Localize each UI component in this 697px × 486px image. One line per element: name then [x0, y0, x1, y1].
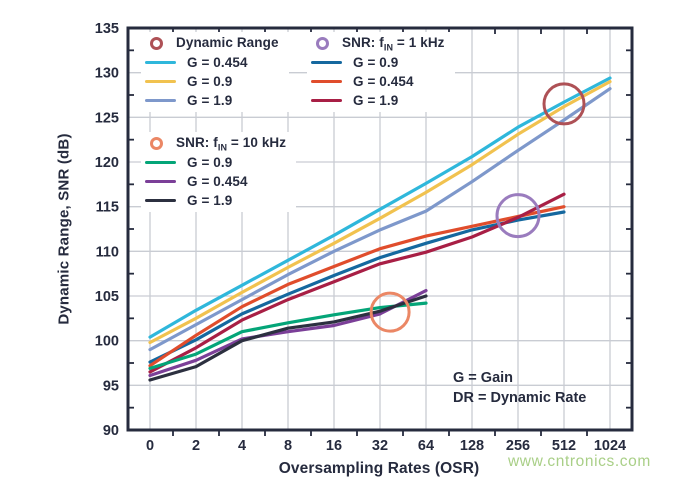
legend-item: G = 0.454 [145, 53, 279, 72]
legend-group-snr-1khz: SNR: fIN = 1 kHz G = 0.9 G = 0.454 G = 1… [307, 32, 455, 112]
line-swatch-icon [145, 179, 176, 184]
abbreviation-notes: G = Gain DR = Dynamic Rate [453, 368, 586, 408]
series-line-7 [148, 289, 428, 378]
x-tick-label: 128 [460, 438, 484, 454]
y-tick-label: 110 [96, 244, 119, 260]
y-tick-label: 120 [95, 155, 119, 171]
legend-title-row: SNR: fIN = 10 kHz [145, 134, 286, 153]
y-tick-label: 95 [103, 378, 119, 394]
legend-title-dynamic-range: Dynamic Range [176, 34, 279, 50]
x-tick-label: 0 [146, 438, 154, 454]
legend-item: G = 1.9 [311, 91, 445, 110]
series-line-0 [148, 76, 612, 339]
y-tick-label: 100 [95, 334, 119, 350]
legend-item: G = 0.9 [311, 53, 445, 72]
legend-item: G = 0.9 [145, 72, 279, 91]
x-tick-label: 32 [372, 438, 388, 454]
x-tick-label: 2 [192, 438, 200, 454]
x-tick-label: 256 [506, 438, 530, 454]
x-tick-label: 64 [418, 438, 434, 454]
watermark-text: www.cntronics.com [508, 453, 651, 470]
x-tick-label: 4 [238, 438, 246, 454]
line-swatch-icon [145, 160, 176, 165]
legend-item: G = 0.9 [145, 153, 286, 172]
legend-item-label: G = 1.9 [353, 93, 399, 108]
snr-1khz-circle-icon [316, 37, 329, 50]
legend-item-label: G = 1.9 [187, 193, 233, 208]
x-tick-label: 16 [326, 438, 342, 454]
note-dr: DR = Dynamic Rate [453, 390, 587, 406]
series-line-8 [148, 294, 428, 382]
x-axis-title: Oversampling Rates (OSR) [278, 460, 480, 477]
note-gain: G = Gain [453, 370, 514, 386]
legend-item: G = 1.9 [145, 191, 286, 210]
x-tick-label: 8 [284, 438, 292, 454]
legend-item-label: G = 0.454 [187, 174, 248, 189]
legend-item: G = 0.454 [145, 172, 286, 191]
legend-title-row: SNR: fIN = 1 kHz [311, 34, 445, 53]
legend-title-snr-10khz: SNR: fIN = 10 kHz [176, 134, 287, 153]
legend-item: G = 1.9 [145, 91, 279, 110]
callout-circle [542, 82, 586, 126]
legend-item-label: G = 0.454 [353, 74, 414, 89]
line-swatch-icon [145, 98, 176, 103]
series-line-6 [148, 301, 428, 370]
legend-group-snr-10khz: SNR: fIN = 10 kHz G = 0.9 G = 0.454 G = … [141, 132, 297, 212]
x-tick-label: 1024 [594, 438, 626, 454]
series-line-4 [148, 205, 566, 368]
y-tick-label: 105 [95, 289, 119, 305]
legend-title-row: Dynamic Range [145, 34, 279, 53]
series-line-2 [148, 87, 612, 352]
y-tick-label: 135 [95, 21, 119, 37]
legend-item-label: G = 1.9 [187, 93, 233, 108]
legend-item-label: G = 0.9 [187, 155, 233, 170]
y-tick-label: 115 [96, 200, 119, 216]
y-tick-label: 125 [95, 110, 119, 126]
snr-10khz-circle-icon [150, 137, 163, 150]
legend-item-label: G = 0.454 [187, 55, 248, 70]
line-swatch-icon [311, 60, 342, 65]
line-swatch-icon [145, 79, 176, 84]
legend-item-label: G = 0.9 [353, 55, 399, 70]
legend-group-dynamic-range: Dynamic Range G = 0.454 G = 0.9 G = 1.9 [141, 32, 289, 112]
y-axis-title: Dynamic Range, SNR (dB) [55, 133, 73, 325]
x-tick-label: 512 [552, 438, 576, 454]
series-line-3 [148, 210, 566, 364]
line-swatch-icon [311, 98, 342, 103]
dynamic-range-circle-icon [150, 37, 163, 50]
legend-item-label: G = 0.9 [187, 74, 233, 89]
legend-title-snr-1khz: SNR: fIN = 1 kHz [342, 34, 445, 53]
series-line-5 [148, 192, 566, 374]
legend-item: G = 0.454 [311, 72, 445, 91]
line-swatch-icon [145, 60, 176, 65]
series-line-1 [148, 79, 612, 345]
line-swatch-icon [145, 198, 176, 203]
callout-circle [495, 193, 541, 239]
callout-circle [369, 291, 411, 333]
y-tick-label: 90 [103, 423, 119, 439]
line-swatch-icon [311, 79, 342, 84]
plot-border [126, 26, 634, 432]
y-tick-label: 130 [95, 66, 119, 82]
